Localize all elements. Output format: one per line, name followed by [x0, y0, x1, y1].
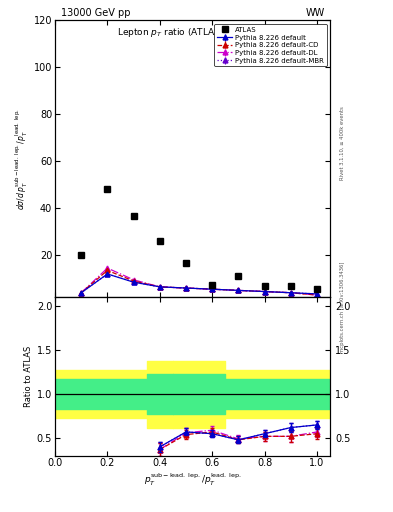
Text: mcplots.cern.ch [arXiv:1306.3436]: mcplots.cern.ch [arXiv:1306.3436] [340, 262, 345, 353]
ATLAS [315, 286, 320, 292]
Text: 13000 GeV pp: 13000 GeV pp [61, 8, 130, 18]
Legend: ATLAS, Pythia 8.226 default, Pythia 8.226 default-CD, Pythia 8.226 default-DL, P: ATLAS, Pythia 8.226 default, Pythia 8.22… [214, 24, 327, 67]
ATLAS [210, 282, 215, 288]
ATLAS [184, 260, 188, 266]
ATLAS [131, 214, 136, 220]
ATLAS [105, 186, 110, 193]
ATLAS [158, 238, 162, 244]
ATLAS [236, 273, 241, 280]
ATLAS [288, 283, 293, 289]
ATLAS [262, 283, 267, 289]
X-axis label: $p_T^{\mathrm{sub-lead.\ lep.}} / p_T^{\mathrm{lead.\ lep.}}$: $p_T^{\mathrm{sub-lead.\ lep.}} / p_T^{\… [143, 471, 242, 487]
ATLAS [79, 252, 84, 258]
Y-axis label: Ratio to ATLAS: Ratio to ATLAS [24, 346, 33, 407]
Line: ATLAS: ATLAS [78, 186, 320, 292]
Text: Lepton $p_T$ ratio (ATLAS WW+jets): Lepton $p_T$ ratio (ATLAS WW+jets) [117, 26, 268, 39]
Y-axis label: $d\sigma/d\,p_T^{\mathrm{sub-lead.\ lep.}} / p_T^{\mathrm{lead.\ lep.}}$: $d\sigma/d\,p_T^{\mathrm{sub-lead.\ lep.… [13, 108, 29, 210]
Text: WW: WW [305, 8, 325, 18]
Text: Rivet 3.1.10, ≥ 400k events: Rivet 3.1.10, ≥ 400k events [340, 106, 345, 180]
